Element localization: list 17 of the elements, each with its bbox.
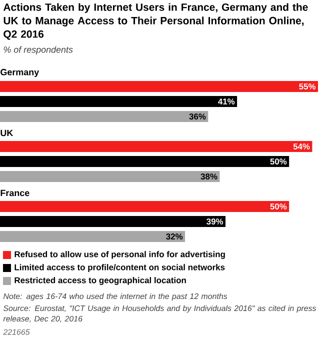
data-label: 38% [200,174,218,180]
legend-label: Refused to allow use of personal info for advertising [14,251,225,259]
y-tick-label: Germany [0,68,40,78]
data-label: 55% [299,84,316,90]
data-label: 39% [206,218,224,225]
data-label: 32% [166,234,183,240]
y-tick-label: France [0,190,30,196]
chart-subtitle: % of respondents [4,46,73,55]
data-label: 41% [218,98,235,104]
legend-label: Restricted access to geographical location [14,277,186,285]
data-label: 50% [270,204,287,210]
data-label: 36% [189,114,206,120]
data-label: 54% [293,144,310,150]
legend-label: Limited access to profile/content on social networks [14,264,225,272]
data-label: 50% [270,158,287,164]
chart-title: Actions Taken by Internet Users in France, Germany and the UK to Manage Access to Their Personal Information Online, Q2 2016 [3,3,308,40]
y-tick-label: UK [0,130,14,136]
